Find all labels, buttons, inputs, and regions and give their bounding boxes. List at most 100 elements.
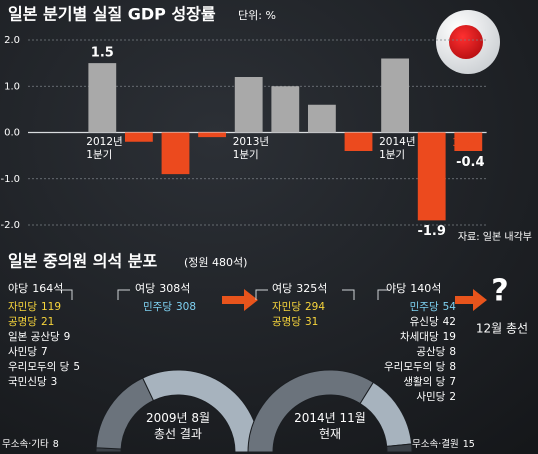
- party-name: 국민신당: [8, 376, 47, 388]
- party-name: 생활의 당: [403, 375, 445, 388]
- group-label: 여당 308석: [135, 282, 190, 295]
- connector-lines: [60, 289, 388, 300]
- group-seats: 308: [159, 282, 180, 295]
- party-name: 차세대당: [400, 331, 439, 343]
- value-label: -1.9: [417, 224, 445, 239]
- next-mark: ?: [491, 274, 508, 309]
- party-seats: 21: [41, 316, 54, 328]
- party-label: 공명당 31: [272, 316, 318, 328]
- donut-caption-box: 2009년 8월 총선 결과: [145, 411, 211, 440]
- party-seats: 5: [73, 361, 80, 373]
- y-tick-label: 1.0: [4, 81, 20, 92]
- party-name: 자민당: [272, 301, 301, 313]
- party-label: 사민당 7: [8, 346, 48, 358]
- group-seats: 15: [463, 439, 475, 450]
- group-name: 무소속·기타: [2, 439, 49, 450]
- group-name: 야당: [386, 282, 406, 295]
- bar: [88, 63, 117, 133]
- seat-unit: 석: [53, 282, 63, 295]
- party-label: 자민당 294: [272, 301, 325, 313]
- party-seats: 42: [443, 316, 456, 328]
- party-name: 공산당: [416, 346, 445, 358]
- party-label: 민주당 308: [143, 301, 196, 313]
- y-tick-label: 2.0: [4, 35, 20, 46]
- party-label: 차세대당 19: [400, 331, 456, 343]
- party-label: 유신당 42: [410, 316, 456, 328]
- party-seats: 8: [449, 361, 456, 373]
- party-seats: 308: [176, 301, 196, 313]
- party-name: 우리모두의 당: [8, 361, 70, 373]
- party-name: 우리모두의 당: [384, 361, 446, 373]
- donut-caption-box: 2014년 11월 현재: [294, 411, 366, 440]
- x-tick-label-box: 3분기: [452, 135, 480, 149]
- party-seats: 294: [305, 301, 325, 313]
- seat-unit: 석: [180, 282, 190, 295]
- party-name: 유신당: [410, 316, 439, 328]
- party-seats: 119: [41, 301, 61, 313]
- x-tick-label: 2012년 1분기: [86, 135, 123, 161]
- bar: [234, 77, 263, 133]
- x-tick-label-box: 2013년 1분기: [232, 135, 270, 161]
- bar: [161, 132, 190, 175]
- flag-ball: [436, 10, 500, 74]
- party-name: 민주당: [410, 301, 439, 313]
- party-seats: 3: [51, 376, 58, 388]
- value-label: -0.4: [456, 155, 484, 170]
- party-name: 공명당: [272, 316, 301, 328]
- party-name: 자민당: [8, 301, 37, 313]
- group-seats: 164: [32, 282, 53, 295]
- group-name: 야당: [8, 282, 28, 295]
- source: 자료: 일본 내각부: [458, 231, 532, 243]
- bar: [198, 132, 227, 138]
- next-label: 12월 총선: [476, 322, 528, 336]
- party-seats: 19: [443, 331, 456, 343]
- bar: [417, 132, 446, 221]
- x-tick-label: 3분기: [452, 135, 480, 149]
- party-name: 공명당: [8, 316, 37, 328]
- party-label: 공명당 21: [8, 316, 54, 328]
- party-label: 생활의 당 7: [403, 375, 456, 388]
- party-seats: 2: [449, 391, 456, 403]
- party-name: 사민당: [8, 346, 37, 358]
- unit-label: 단위: %: [238, 9, 276, 22]
- value-label: 1.5: [91, 46, 114, 61]
- group-name: 여당: [135, 282, 155, 295]
- group-label: 무소속·기타 8: [2, 439, 59, 450]
- arrows: [222, 289, 487, 311]
- group-label: 무소속·결원 15: [412, 439, 475, 450]
- chart-title: 일본 분기별 실질 GDP 성장률: [8, 5, 216, 24]
- party-seats: 8: [449, 346, 456, 358]
- party-name: 민주당: [143, 301, 172, 313]
- x-tick-label-box: 2014년 1분기: [379, 135, 416, 161]
- party-seats: 31: [305, 316, 318, 328]
- y-tick-label: -2.0: [0, 220, 20, 231]
- x-tick-label-box: 2012년 1분기: [86, 135, 123, 161]
- section-subtitle: (정원 480석): [184, 256, 247, 269]
- party-label: 자민당 119: [8, 301, 61, 313]
- party-label: 사민당 2: [416, 391, 456, 403]
- donut-caption: 2009년 8월 총선 결과: [145, 411, 211, 440]
- group-seats: 140: [410, 282, 431, 295]
- party-name: 사민당: [416, 391, 445, 403]
- donut-caption: 2014년 11월 현재: [294, 411, 366, 440]
- party-seats: 9: [64, 331, 71, 343]
- group-label: 야당 140석: [386, 282, 441, 295]
- bar: [271, 86, 300, 133]
- party-label: 국민신당 3: [8, 376, 57, 388]
- group-seats: 8: [53, 439, 59, 450]
- group-name: 무소속·결원: [412, 439, 459, 450]
- group-seats: 325: [296, 282, 317, 295]
- party-label: 민주당 54: [410, 301, 457, 313]
- x-tick-label: 2013년 1분기: [232, 135, 270, 161]
- bar: [454, 132, 483, 151]
- section-title: 일본 중의원 의석 분포: [8, 252, 157, 271]
- donut-segment: [386, 443, 413, 453]
- x-tick-label: 2014년 1분기: [379, 135, 416, 161]
- bar: [381, 58, 410, 133]
- party-name: 일본 공산당: [8, 330, 60, 343]
- group-label: 여당 325석: [272, 282, 327, 295]
- y-tick-label: -1.0: [0, 174, 20, 185]
- group-label: 야당 164석: [8, 282, 63, 295]
